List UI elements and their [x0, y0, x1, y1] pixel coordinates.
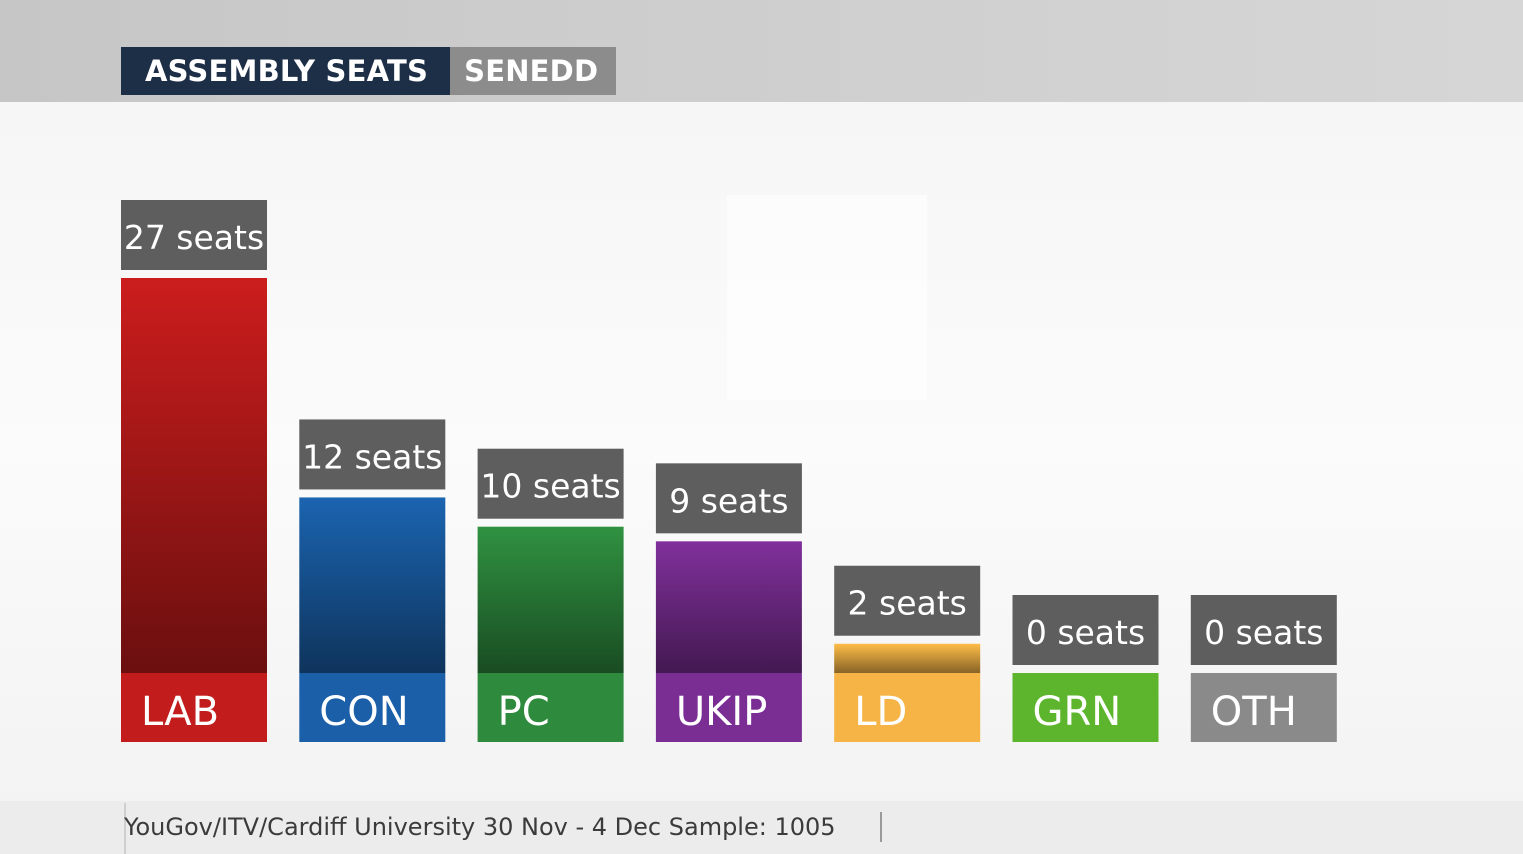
source-text: YouGov/ITV/Cardiff University 30 Nov - 4… — [124, 813, 836, 841]
value-label-ld: 2 seats — [848, 584, 967, 623]
category-label-grn: GRN — [1033, 689, 1122, 735]
value-label-con: 12 seats — [302, 437, 442, 476]
value-box-grn — [1012, 595, 1159, 665]
category-block-lab — [121, 673, 267, 742]
title-bar: ASSEMBLY SEATS SENEDD — [121, 47, 617, 95]
category-block-oth — [1190, 673, 1337, 742]
value-label-lab: 27 seats — [124, 218, 264, 257]
category-label-oth: OTH — [1211, 689, 1297, 735]
category-label-pc: PC — [498, 689, 550, 735]
category-label-ld: LD — [854, 689, 907, 735]
footer-separator — [880, 812, 882, 842]
category-block-grn — [1012, 673, 1159, 742]
value-box-ukip — [655, 463, 802, 534]
bar-ld — [834, 643, 981, 673]
bar-pc — [477, 526, 624, 673]
chart-subtitle: SENEDD — [450, 47, 617, 95]
value-label-ukip: 9 seats — [669, 481, 788, 520]
category-label-con: CON — [319, 689, 408, 735]
category-label-lab: LAB — [141, 689, 219, 735]
value-box-oth — [1190, 595, 1337, 665]
footer-divider — [124, 803, 126, 854]
category-block-ukip — [655, 673, 802, 742]
category-block-pc — [477, 673, 624, 742]
value-label-grn: 0 seats — [1026, 613, 1145, 652]
category-block-con — [299, 673, 446, 742]
chart-title: ASSEMBLY SEATS — [121, 47, 451, 95]
value-box-con — [299, 419, 446, 490]
value-label-oth: 0 seats — [1204, 613, 1323, 652]
value-box-pc — [477, 448, 624, 519]
bar-lab — [121, 278, 267, 673]
bar-con — [299, 497, 446, 673]
category-label-ukip: UKIP — [676, 689, 767, 735]
value-box-lab — [121, 200, 267, 270]
footer-band — [0, 801, 1523, 854]
category-block-ld — [834, 673, 981, 742]
value-box-ld — [834, 565, 981, 636]
value-label-pc: 10 seats — [480, 467, 620, 506]
bar-ukip — [655, 541, 802, 673]
background-tile — [727, 195, 927, 400]
